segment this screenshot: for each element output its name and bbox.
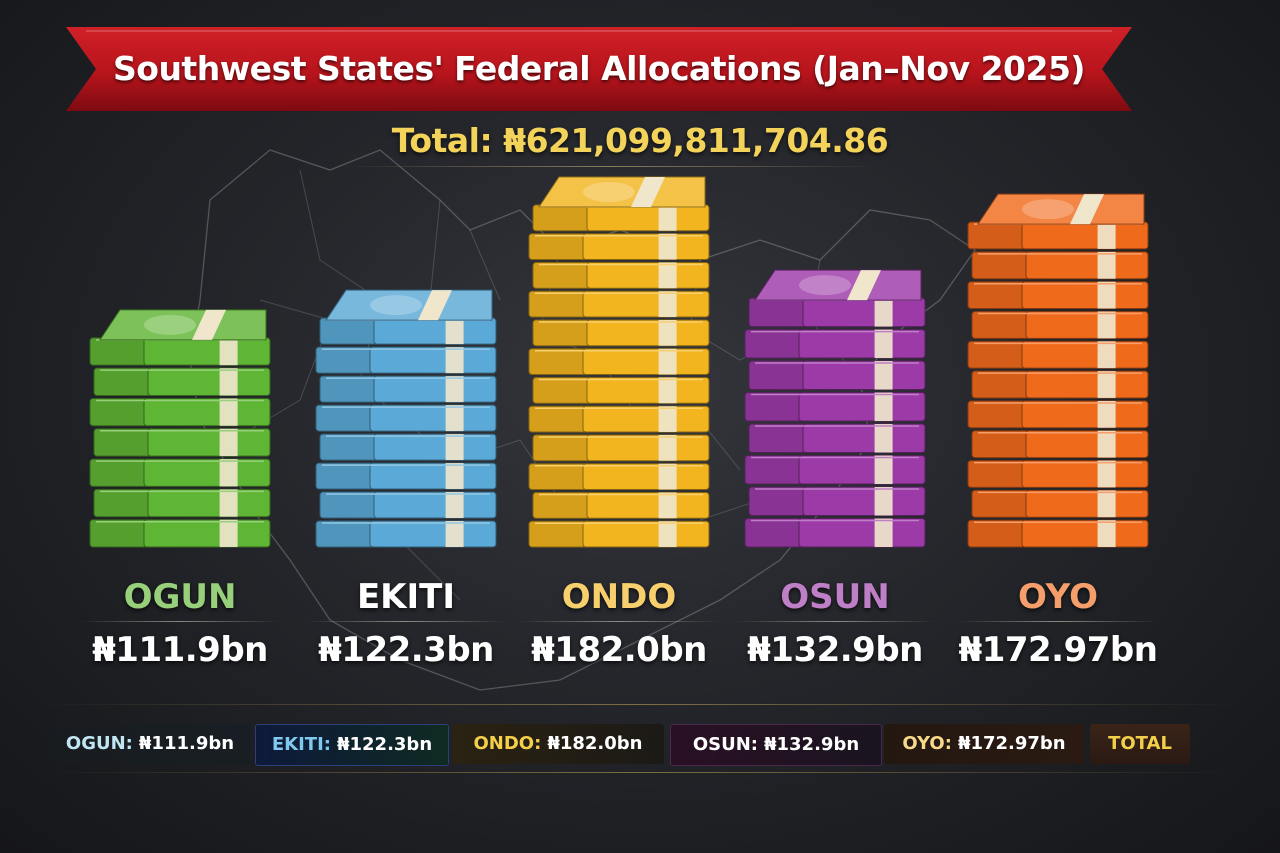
legend-name: OYO: xyxy=(902,733,952,754)
legend-item-ekiti: EKITI: ₦122.3bn xyxy=(255,724,449,766)
total-amount: Total: ₦621,099,811,704.86 xyxy=(391,121,889,160)
bar-ekiti xyxy=(315,289,497,548)
bar-oyo xyxy=(967,193,1149,548)
legend-name: OGUN: xyxy=(65,733,133,754)
legend-value: ₦182.0bn xyxy=(547,733,643,754)
data-label-ondo: ₦182.0bn xyxy=(531,630,707,670)
category-label-ekiti: EKITI xyxy=(356,577,456,617)
legend-divider-bottom xyxy=(40,772,1240,773)
data-label-ogun: ₦111.9bn xyxy=(92,630,268,670)
legend-name: OSUN: xyxy=(692,734,758,755)
bar-osun xyxy=(744,269,926,548)
data-label-ekiti: ₦122.3bn xyxy=(318,630,494,670)
category-label-oyo: OYO xyxy=(1017,577,1098,617)
data-label-osun: ₦132.9bn xyxy=(747,630,923,670)
legend-name: EKITI: xyxy=(271,734,331,755)
label-divider-ekiti xyxy=(306,621,506,622)
bar-ondo xyxy=(528,176,710,548)
label-divider-ogun xyxy=(80,621,280,622)
legend-item-ondo: ONDO: ₦182.0bn xyxy=(452,724,664,764)
label-divider-osun xyxy=(735,621,935,622)
legend-value: ₦132.9bn xyxy=(763,734,860,755)
title-banner xyxy=(66,27,1132,111)
legend-item-ogun: OGUN: ₦111.9bn xyxy=(50,724,250,764)
category-label-ogun: OGUN xyxy=(123,577,237,617)
legend-item-oyo: OYO: ₦172.97bn xyxy=(884,724,1084,764)
legend-value: ₦172.97bn xyxy=(957,733,1066,754)
data-label-oyo: ₦172.97bn xyxy=(958,630,1158,670)
legend-divider-top xyxy=(40,704,1240,705)
legend-value: ₦122.3bn xyxy=(336,734,433,755)
category-label-osun: OSUN xyxy=(780,577,890,617)
label-divider-ondo xyxy=(519,621,719,622)
legend-item-osun: OSUN: ₦132.9bn xyxy=(670,724,882,766)
legend-name: ONDO: xyxy=(473,733,542,754)
bar-ogun xyxy=(89,309,271,548)
total-underline xyxy=(340,166,880,167)
category-label-ondo: ONDO xyxy=(561,577,677,617)
legend-value: ₦111.9bn xyxy=(138,733,235,754)
chart-title: Southwest States' Federal Allocations (J… xyxy=(113,49,1086,88)
legend-total-chip: TOTAL xyxy=(1090,724,1190,764)
label-divider-oyo xyxy=(958,621,1158,622)
